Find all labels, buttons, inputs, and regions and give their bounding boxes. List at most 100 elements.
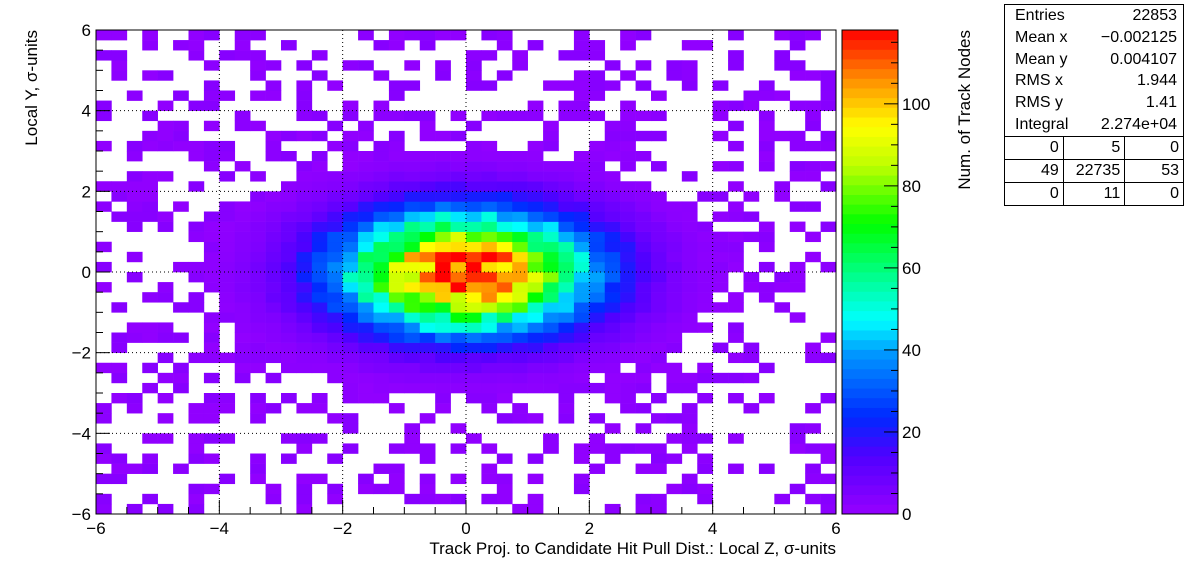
y-tick-label: −2 bbox=[72, 344, 91, 363]
heatmap-cell bbox=[712, 211, 729, 222]
heatmap-cell bbox=[496, 70, 513, 81]
heatmap-cell bbox=[450, 292, 467, 303]
heatmap-cell bbox=[758, 120, 775, 132]
heatmap-cell bbox=[573, 473, 590, 485]
heatmap-cell bbox=[126, 322, 143, 333]
heatmap-cell bbox=[481, 251, 498, 263]
heatmap-cell bbox=[543, 161, 559, 172]
heatmap-cell bbox=[651, 161, 667, 172]
heatmap-cell bbox=[203, 80, 220, 91]
heatmap-cell bbox=[543, 241, 559, 253]
heatmap-cell bbox=[512, 231, 528, 243]
heatmap-cell bbox=[527, 161, 544, 172]
heatmap-cell bbox=[635, 151, 652, 162]
heatmap-cell bbox=[758, 161, 775, 172]
heatmap-cell bbox=[496, 332, 513, 343]
heatmap-cell bbox=[111, 342, 128, 353]
heatmap-cell bbox=[419, 110, 436, 122]
heatmap-cell bbox=[481, 191, 498, 202]
heatmap-cell bbox=[512, 50, 528, 61]
heatmap-cell bbox=[157, 211, 174, 222]
heatmap-cell bbox=[512, 110, 528, 122]
heatmap-cell bbox=[604, 282, 621, 293]
heatmap-cell bbox=[666, 453, 683, 464]
heatmap-cell bbox=[651, 393, 667, 404]
heatmap-cell bbox=[558, 231, 575, 243]
palette-swatch bbox=[842, 388, 898, 399]
heatmap-cell bbox=[373, 393, 390, 404]
heatmap-cell bbox=[481, 272, 498, 283]
heatmap-cell bbox=[342, 292, 359, 303]
heatmap-cell bbox=[805, 493, 821, 505]
heatmap-cell bbox=[604, 130, 621, 142]
heatmap-cell bbox=[250, 413, 266, 424]
heatmap-cell bbox=[681, 211, 698, 222]
heatmap-cell bbox=[728, 322, 744, 333]
heatmap-cell bbox=[697, 463, 713, 474]
heatmap-cell bbox=[728, 463, 744, 474]
heatmap-cell bbox=[450, 251, 467, 263]
palette-swatch bbox=[842, 407, 898, 418]
heatmap-cell bbox=[342, 221, 359, 232]
heatmap-cell bbox=[620, 251, 636, 263]
heatmap-cell bbox=[419, 161, 436, 172]
heatmap-cell bbox=[419, 352, 436, 364]
heatmap-cell bbox=[388, 403, 405, 414]
heatmap-cell bbox=[466, 201, 482, 212]
heatmap-cell bbox=[296, 473, 313, 485]
heatmap-cell bbox=[466, 241, 482, 253]
heatmap-cell bbox=[265, 312, 282, 323]
heatmap-cell bbox=[728, 140, 744, 152]
heatmap-cell bbox=[111, 453, 128, 464]
heatmap-cell bbox=[573, 181, 590, 192]
heatmap-cell bbox=[820, 443, 837, 454]
heatmap-cell bbox=[712, 302, 729, 313]
palette-swatch bbox=[842, 378, 898, 389]
heatmap-cell bbox=[126, 181, 143, 192]
heatmap-cell bbox=[512, 403, 528, 414]
heatmap-cell bbox=[126, 171, 143, 182]
heatmap-cell bbox=[466, 171, 482, 182]
heatmap-cell bbox=[327, 282, 343, 293]
palette-swatch bbox=[842, 194, 898, 205]
heatmap-cell bbox=[342, 413, 359, 424]
heatmap-cell bbox=[728, 60, 744, 71]
heatmap-cell bbox=[543, 221, 559, 232]
heatmap-cell bbox=[681, 302, 698, 313]
heatmap-cell bbox=[188, 483, 205, 495]
heatmap-cell bbox=[327, 362, 343, 374]
heatmap-cell bbox=[450, 302, 467, 313]
heatmap-cell bbox=[820, 221, 837, 232]
heatmap-cell bbox=[789, 201, 806, 212]
heatmap-cell bbox=[466, 312, 482, 323]
heatmap-cell bbox=[450, 372, 467, 384]
heatmap-cell bbox=[219, 151, 236, 162]
heatmap-cell bbox=[342, 352, 359, 364]
heatmap-cell bbox=[558, 272, 575, 283]
heatmap-cell bbox=[635, 231, 652, 243]
heatmap-cell bbox=[435, 251, 451, 263]
heatmap-cell bbox=[219, 473, 236, 485]
heatmap-cell bbox=[481, 201, 498, 212]
heatmap-cell bbox=[666, 231, 683, 243]
heatmap-cell bbox=[620, 382, 636, 394]
heatmap-cell bbox=[620, 443, 636, 454]
heatmap-cell bbox=[635, 30, 652, 41]
heatmap-cell bbox=[126, 272, 143, 283]
heatmap-cell bbox=[373, 483, 390, 495]
heatmap-cell bbox=[435, 231, 451, 243]
heatmap-cell bbox=[589, 251, 606, 263]
heatmap-cell bbox=[281, 251, 297, 263]
heatmap-cell bbox=[620, 181, 636, 192]
heatmap-cell bbox=[388, 140, 405, 152]
heatmap-cell bbox=[358, 211, 374, 222]
heatmap-cell bbox=[450, 261, 467, 273]
heatmap-cell bbox=[496, 352, 513, 364]
heatmap-cell bbox=[543, 120, 559, 132]
heatmap-cell bbox=[651, 463, 667, 474]
heatmap-cell bbox=[358, 483, 374, 495]
heatmap-cell bbox=[558, 50, 575, 61]
heatmap-cell bbox=[311, 50, 328, 61]
heatmap-cell bbox=[142, 130, 158, 142]
heatmap-cell bbox=[558, 302, 575, 313]
